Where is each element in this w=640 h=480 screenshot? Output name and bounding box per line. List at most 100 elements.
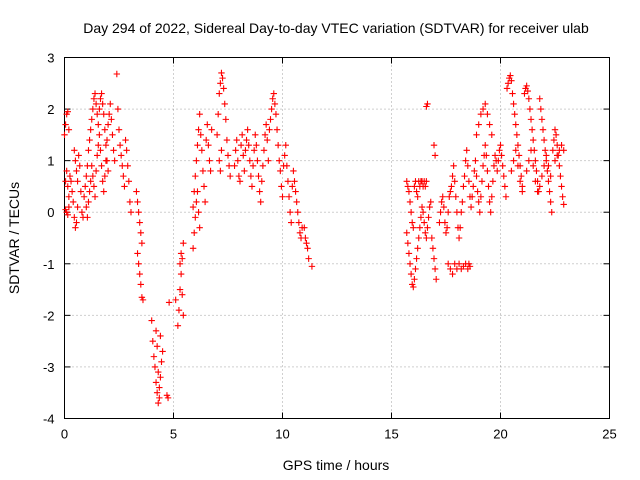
y-tick-label: -4 (43, 412, 55, 427)
data-point (495, 157, 502, 164)
data-point (507, 72, 514, 79)
data-point (94, 152, 101, 159)
data-point (532, 178, 539, 185)
data-point (260, 147, 268, 154)
data-point (122, 136, 129, 144)
data-point (489, 178, 497, 185)
data-point (196, 224, 203, 231)
data-point (269, 95, 276, 102)
data-point (189, 203, 197, 211)
data-point (419, 209, 427, 216)
data-point (425, 214, 432, 221)
data-point (488, 193, 495, 200)
data-point (539, 126, 547, 133)
data-point (515, 152, 523, 159)
data-point (103, 136, 111, 144)
data-point (125, 178, 133, 185)
data-point (266, 126, 273, 133)
data-point (175, 307, 183, 314)
data-point (61, 131, 68, 139)
data-point (114, 105, 122, 113)
data-point (86, 188, 93, 195)
data-point (99, 100, 106, 108)
data-point (430, 141, 438, 149)
data-point (83, 203, 90, 211)
data-point (551, 126, 559, 133)
data-point (264, 136, 271, 144)
data-point (243, 136, 250, 144)
data-point (509, 90, 516, 97)
data-point (501, 183, 509, 190)
x-tick-label: 15 (384, 427, 398, 442)
data-point (414, 245, 421, 252)
data-point (452, 193, 460, 200)
data-point (508, 167, 515, 175)
data-point (483, 152, 490, 159)
data-point (540, 136, 548, 144)
data-point (193, 198, 200, 206)
grid (64, 57, 610, 419)
data-point (500, 172, 507, 180)
data-point (206, 157, 213, 164)
data-point (192, 214, 199, 221)
x-tick-label: 25 (602, 427, 616, 442)
data-point (73, 167, 80, 175)
data-point (449, 172, 456, 180)
data-point (102, 157, 110, 164)
data-point (62, 121, 69, 128)
data-point (249, 162, 257, 169)
data-point (83, 172, 90, 180)
data-point (138, 239, 146, 247)
plot-frame (64, 57, 610, 419)
data-point (545, 162, 552, 169)
data-point (192, 172, 199, 180)
data-point (502, 193, 510, 200)
data-point (89, 172, 97, 180)
data-point (201, 198, 209, 206)
data-point (550, 136, 558, 144)
data-point (208, 126, 215, 133)
data-point (406, 260, 414, 267)
data-point (76, 162, 83, 169)
data-point (153, 389, 161, 396)
data-point (447, 265, 454, 273)
data-point (237, 141, 245, 149)
data-point (404, 183, 412, 190)
data-point (191, 229, 198, 237)
data-point (221, 100, 228, 108)
data-point (159, 348, 166, 355)
data-point (285, 193, 293, 200)
data-point (235, 172, 243, 180)
data-point (436, 219, 443, 226)
data-point (179, 255, 186, 262)
data-point (213, 131, 221, 139)
data-point (282, 141, 289, 149)
data-point (246, 157, 253, 164)
data-point (82, 183, 89, 190)
data-point (68, 188, 76, 195)
data-point (85, 198, 92, 206)
data-point (510, 100, 517, 108)
data-point (217, 80, 224, 87)
data-point (536, 95, 543, 102)
data-point (451, 178, 458, 185)
data-point (218, 147, 225, 154)
data-point (296, 229, 304, 237)
chart-title: Day 294 of 2022, Sidereal Day-to-day VTE… (83, 20, 589, 36)
data-point (199, 167, 207, 175)
data-point (225, 162, 233, 169)
data-point (499, 162, 506, 169)
data-point (220, 85, 227, 92)
data-point (63, 167, 70, 175)
data-point (528, 126, 536, 133)
data-point (92, 100, 100, 108)
data-point (88, 116, 95, 123)
data-point (490, 162, 498, 169)
data-point (442, 229, 450, 237)
data-point (116, 141, 124, 149)
data-point (97, 147, 104, 154)
data-point (464, 162, 471, 169)
data-point (527, 116, 535, 123)
data-point (519, 188, 526, 195)
data-point (96, 131, 103, 139)
